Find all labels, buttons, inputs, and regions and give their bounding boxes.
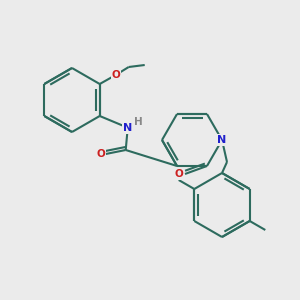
Text: O: O: [111, 70, 120, 80]
Text: H: H: [134, 117, 143, 127]
Text: O: O: [175, 169, 183, 179]
Text: N: N: [123, 123, 132, 133]
Text: O: O: [96, 149, 105, 159]
Text: N: N: [218, 135, 226, 145]
